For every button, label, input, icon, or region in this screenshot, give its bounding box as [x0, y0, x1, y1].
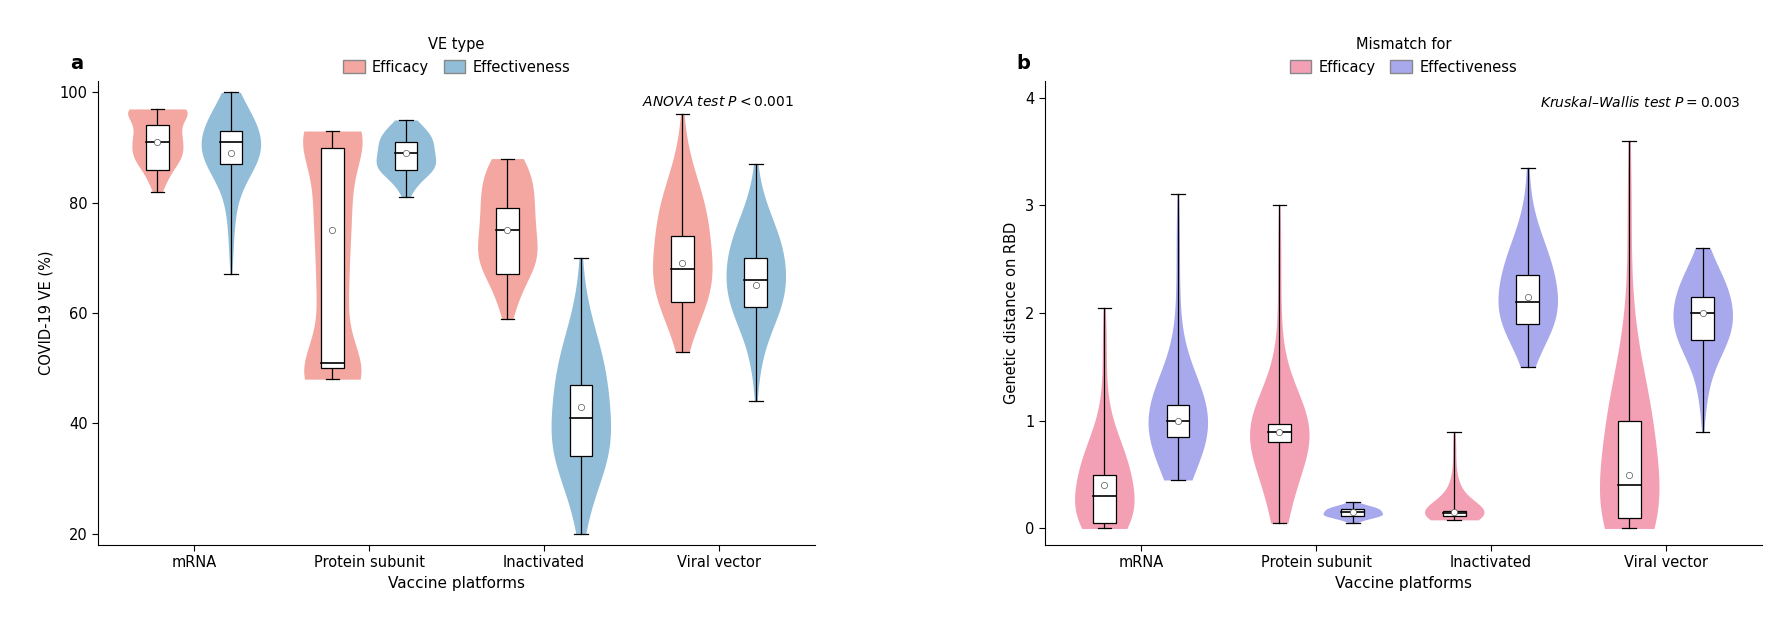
- Bar: [1517, 275, 1540, 324]
- Legend: Efficacy, Effectiveness: Efficacy, Effectiveness: [338, 33, 575, 79]
- Bar: [320, 148, 344, 368]
- Bar: [1444, 511, 1465, 516]
- Y-axis label: COVID-19 VE (%): COVID-19 VE (%): [39, 251, 53, 375]
- Bar: [1166, 404, 1189, 437]
- Text: a: a: [71, 54, 84, 73]
- X-axis label: Vaccine platforms: Vaccine platforms: [1335, 575, 1472, 590]
- Bar: [1093, 475, 1116, 523]
- Legend: Efficacy, Effectiveness: Efficacy, Effectiveness: [1285, 33, 1522, 79]
- Text: ANOVA test $P < 0.001$: ANOVA test $P < 0.001$: [643, 95, 794, 110]
- Bar: [1618, 421, 1641, 518]
- X-axis label: Vaccine platforms: Vaccine platforms: [388, 575, 525, 590]
- Bar: [570, 385, 593, 456]
- Bar: [395, 142, 417, 170]
- Bar: [1267, 424, 1290, 443]
- Y-axis label: Genetic distance on RBD: Genetic distance on RBD: [1004, 222, 1020, 404]
- Bar: [497, 208, 518, 274]
- Bar: [744, 258, 767, 307]
- Bar: [146, 125, 169, 170]
- Bar: [1691, 297, 1714, 340]
- Bar: [671, 236, 694, 302]
- Bar: [219, 131, 242, 164]
- Text: Kruskal–Wallis test $P = 0.003$: Kruskal–Wallis test $P = 0.003$: [1540, 95, 1741, 110]
- Text: b: b: [1016, 54, 1031, 73]
- Bar: [1342, 509, 1363, 516]
